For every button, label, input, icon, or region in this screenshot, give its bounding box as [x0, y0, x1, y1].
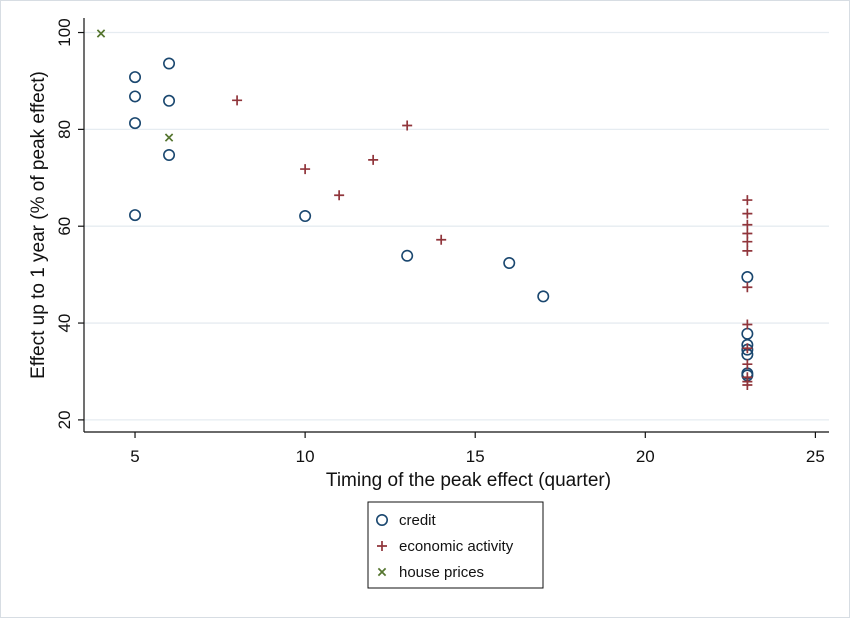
legend-marker-credit	[375, 513, 388, 526]
series-house-prices	[96, 29, 174, 142]
legend-label-credit: credit	[399, 512, 437, 529]
x-tick-label-15: 15	[466, 447, 485, 466]
legend-box	[367, 501, 544, 589]
y-axis-title: Effect up to 1 year (% of peak effect)	[28, 71, 49, 379]
point-economic-activity-18	[742, 380, 753, 391]
point-economic-activity-7	[742, 208, 753, 219]
point-credit-4	[163, 57, 176, 70]
point-economic-activity-2	[334, 190, 345, 201]
point-credit-2	[129, 117, 142, 130]
point-economic-activity-15	[742, 359, 753, 370]
point-economic-activity-12	[742, 282, 753, 293]
legend-items: credit economic activity house prices	[375, 512, 514, 581]
point-credit-0	[129, 71, 142, 84]
point-economic-activity-6	[742, 195, 753, 206]
legend-label-house-prices: house prices	[399, 564, 484, 581]
x-ticks: 5 10 15 20 25	[130, 432, 825, 466]
point-credit-11	[741, 271, 754, 284]
point-credit-7	[299, 210, 312, 223]
point-credit-10	[537, 290, 550, 303]
point-credit-8	[401, 249, 414, 262]
y-tick-label-40: 40	[55, 314, 74, 333]
y-tick-label-80: 80	[55, 120, 74, 139]
point-credit-3	[129, 209, 142, 222]
gridlines	[84, 31, 829, 421]
legend-item-economic-activity: economic activity	[377, 538, 514, 555]
point-credit-12	[741, 327, 754, 340]
point-credit-5	[163, 94, 176, 107]
y-tick-label-20: 20	[55, 410, 74, 429]
point-economic-activity-10	[742, 236, 753, 247]
point-credit-1	[129, 90, 142, 103]
point-economic-activity-1	[300, 164, 311, 175]
series-economic-activity	[232, 95, 753, 391]
legend-item-house-prices: house prices	[377, 564, 484, 581]
point-economic-activity-3	[368, 154, 379, 165]
x-tick-label-5: 5	[130, 447, 139, 466]
point-economic-activity-0	[232, 95, 243, 106]
point-economic-activity-14	[742, 343, 753, 354]
x-tick-label-10: 10	[296, 447, 315, 466]
x-tick-label-25: 25	[806, 447, 825, 466]
point-credit-9	[503, 257, 516, 270]
axes	[83, 18, 829, 433]
x-axis-title: Timing of the peak effect (quarter)	[326, 470, 611, 491]
point-house-prices-0	[96, 29, 106, 38]
legend-label-economic-activity: economic activity	[399, 538, 514, 555]
data-points	[96, 29, 754, 391]
point-economic-activity-5	[436, 234, 447, 245]
legend-item-credit: credit	[375, 512, 437, 529]
y-ticks: 20 40 60 80 100	[55, 18, 84, 429]
point-credit-6	[163, 149, 176, 162]
legend: credit economic activity house prices	[367, 501, 544, 589]
point-economic-activity-11	[742, 245, 753, 256]
point-economic-activity-4	[402, 120, 413, 131]
point-house-prices-1	[164, 133, 174, 142]
point-economic-activity-8	[742, 219, 753, 230]
series-credit	[129, 57, 754, 382]
y-tick-label-100: 100	[55, 18, 74, 46]
legend-marker-economic-activity	[377, 541, 387, 551]
x-tick-label-20: 20	[636, 447, 655, 466]
legend-marker-house-prices	[377, 567, 387, 577]
y-tick-label-60: 60	[55, 217, 74, 236]
point-economic-activity-13	[742, 319, 753, 330]
